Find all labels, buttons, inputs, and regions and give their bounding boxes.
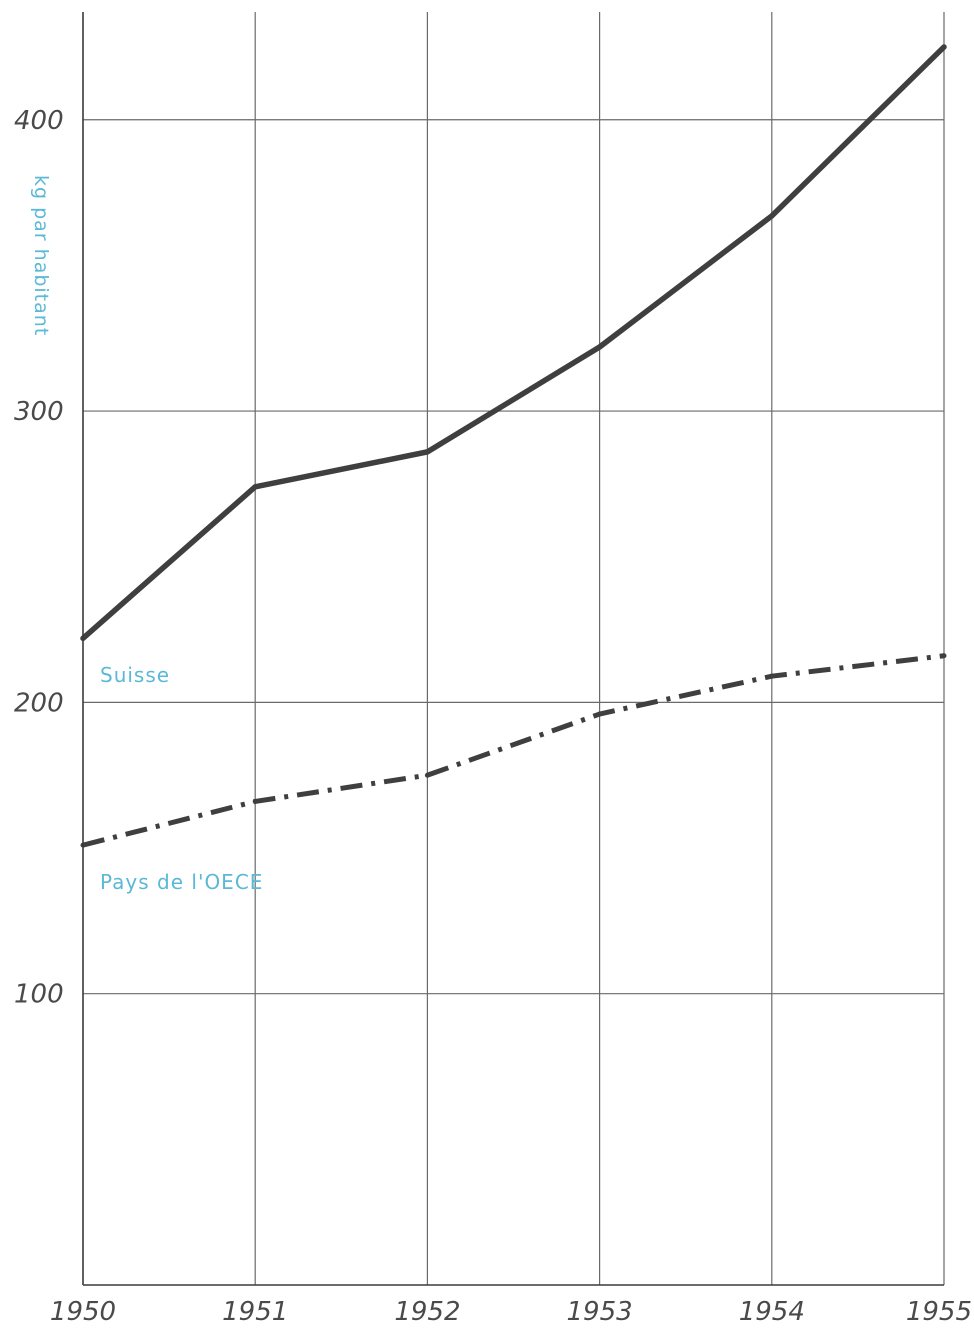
data-point-series-0 xyxy=(769,213,775,219)
series-label-1: Pays de l'OECE xyxy=(100,870,263,894)
x-tick-label: 1952 xyxy=(394,1297,460,1327)
series-line-0 xyxy=(80,44,947,642)
data-point-series-0 xyxy=(424,449,430,455)
data-point-series-1 xyxy=(941,653,947,659)
data-point-series-1 xyxy=(424,772,430,778)
y-tick-label: 200 xyxy=(14,688,64,718)
data-point-series-1 xyxy=(597,711,603,717)
series-line-1 xyxy=(82,653,945,848)
data-point-series-1 xyxy=(252,798,258,804)
y-tick-label: 400 xyxy=(14,106,64,136)
grid xyxy=(83,12,945,1285)
axes xyxy=(82,12,944,1286)
x-tick-label: 1954 xyxy=(739,1297,805,1327)
y-tick-label: 300 xyxy=(14,397,64,427)
x-tick-label: 1955 xyxy=(906,1297,972,1327)
y-axis-label: kg par habitant xyxy=(30,175,52,336)
data-point-series-0 xyxy=(252,484,258,490)
data-point-series-1 xyxy=(769,673,775,679)
y-tick-label: 100 xyxy=(14,980,64,1010)
x-tick-label: 1950 xyxy=(50,1297,116,1327)
x-tick-label: 1953 xyxy=(567,1297,633,1327)
data-point-series-0 xyxy=(597,344,603,350)
data-point-series-0 xyxy=(941,44,947,50)
labels-layer: kg par habitant 100 200 300 400 1950 1951 1952… xyxy=(14,106,972,1327)
series-layer xyxy=(80,44,947,848)
series-label-0: Suisse xyxy=(100,663,170,687)
x-tick-label: 1951 xyxy=(222,1297,288,1327)
